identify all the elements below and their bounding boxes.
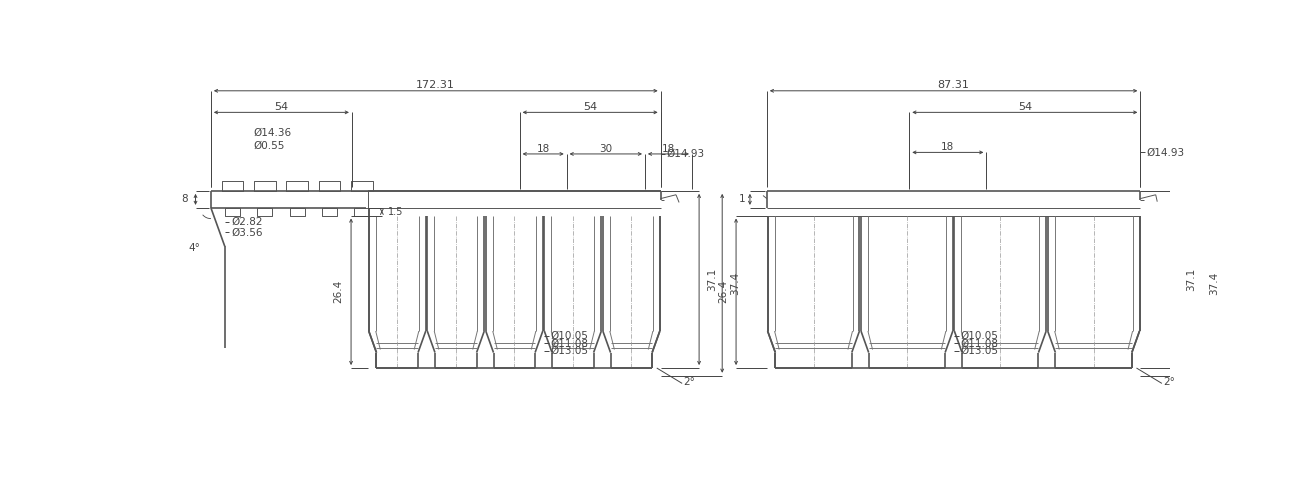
Text: Ø13.05: Ø13.05 xyxy=(961,346,999,356)
Text: 30: 30 xyxy=(600,144,613,154)
Text: Ø13.05: Ø13.05 xyxy=(550,346,588,356)
Text: 1.5: 1.5 xyxy=(389,206,403,216)
Text: 37.4: 37.4 xyxy=(730,272,739,295)
Text: 172.31: 172.31 xyxy=(416,80,455,90)
Text: 37.1: 37.1 xyxy=(707,268,717,291)
Text: 4°: 4° xyxy=(188,243,200,253)
Text: 87.31: 87.31 xyxy=(938,80,969,90)
Text: 37.1: 37.1 xyxy=(1187,268,1197,291)
Text: 54: 54 xyxy=(583,102,597,112)
Text: Ø10.05: Ø10.05 xyxy=(961,330,999,340)
Text: 8: 8 xyxy=(181,194,188,204)
Text: Ø0.55: Ø0.55 xyxy=(253,141,284,151)
Text: Ø10.05: Ø10.05 xyxy=(550,330,588,340)
Text: 54: 54 xyxy=(1017,102,1031,112)
Text: 54: 54 xyxy=(274,102,288,112)
Text: 18: 18 xyxy=(941,142,955,152)
Text: Ø14.93: Ø14.93 xyxy=(666,149,705,159)
Text: Ø11.08: Ø11.08 xyxy=(961,338,999,348)
Text: 37.4: 37.4 xyxy=(1210,272,1219,295)
Text: Ø11.08: Ø11.08 xyxy=(550,338,588,348)
Text: Ø14.93: Ø14.93 xyxy=(1146,148,1184,158)
Text: 1: 1 xyxy=(738,194,746,204)
Text: 2°: 2° xyxy=(683,377,695,387)
Text: Ø3.56: Ø3.56 xyxy=(231,228,262,237)
Text: 18: 18 xyxy=(662,144,675,154)
Text: 26.4: 26.4 xyxy=(719,280,729,303)
Text: 18: 18 xyxy=(536,144,550,154)
Text: Ø14.36: Ø14.36 xyxy=(253,128,291,138)
Text: Ø2.82: Ø2.82 xyxy=(231,216,262,226)
Text: 2°: 2° xyxy=(1163,377,1175,387)
Text: 26.4: 26.4 xyxy=(334,280,343,303)
